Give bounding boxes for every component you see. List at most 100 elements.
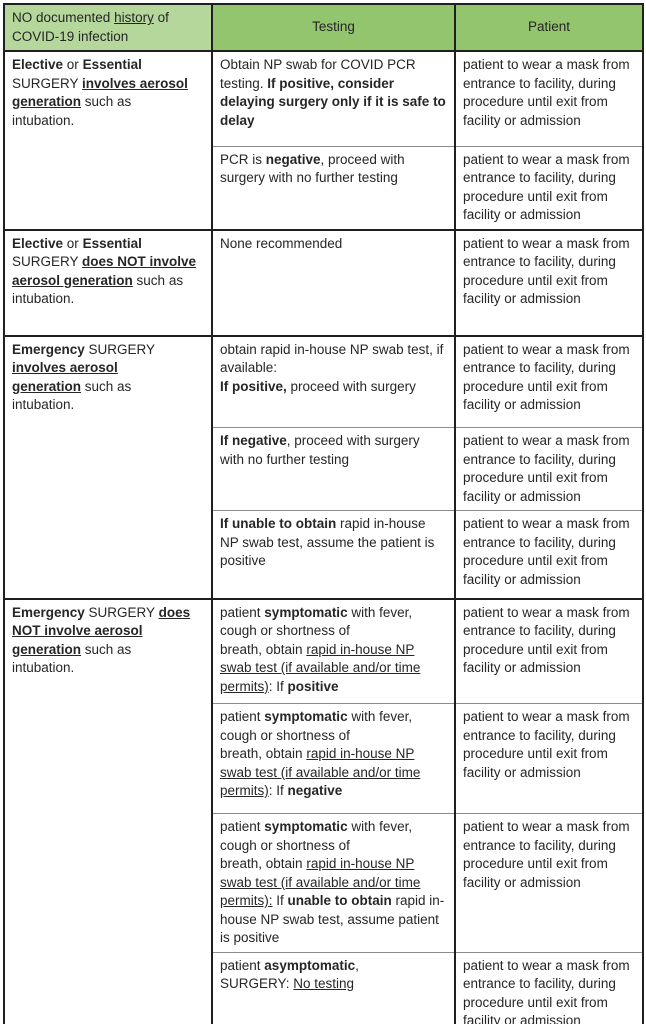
table-row: Emergency SURGERY involves aerosol generat… <box>3 334 643 599</box>
text-segment: or <box>63 57 83 72</box>
text-segment: Elective <box>12 57 64 72</box>
text-segment: SURGERY <box>84 341 156 357</box>
text-segment: PCR is <box>220 151 266 167</box>
text-segment: If positive, consider delaying surgery o… <box>220 75 446 128</box>
text-segment: rapid in-house NP swab test (if availabl… <box>220 746 421 798</box>
text-segment: obtain rapid in-house NP swab test, if a… <box>220 341 444 376</box>
text-segment: patient <box>220 957 265 973</box>
header-testing-cell: Testing <box>212 4 456 52</box>
testing-cell: patient symptomatic with fever, cough or … <box>212 597 456 704</box>
text-segment: breath, obtain <box>220 856 307 871</box>
scenario-cell: Elective or Essential SURGERY does NOT in… <box>3 228 213 336</box>
text-segment: patient <box>220 819 265 834</box>
testing-cell: patient asymptomatic, SURGERY: No testing <box>212 951 456 1024</box>
text-segment: intubation. <box>12 660 75 675</box>
text-segment: proceed with surgery <box>286 378 416 394</box>
testing-cell: Obtain NP swab for COVID PCR testing. If… <box>212 50 456 146</box>
text-segment: negative <box>287 783 343 798</box>
text-segment: , proceed with surgery with no further t… <box>220 433 420 467</box>
text-segment: positive <box>287 678 339 694</box>
table-row: PCR is negative, proceed with surgery wi… <box>4 145 643 230</box>
text-segment: breath, obtain <box>220 746 307 761</box>
patient-cell: patient to wear a mask from entrance to … <box>455 334 643 428</box>
text-segment: such as <box>81 94 132 109</box>
text-segment: with fever, <box>347 604 413 620</box>
table-row: patient symptomatic with fever, cough or … <box>4 813 643 952</box>
text-segment: Essential <box>82 235 142 251</box>
text-segment: None recommended <box>220 235 343 251</box>
text-segment: symptomatic <box>264 819 348 834</box>
text-segment: history <box>114 10 154 25</box>
text-segment: No testing <box>293 976 355 991</box>
scenario-cell: Elective or Essential SURGERY involves ae… <box>3 50 213 230</box>
text-segment: If <box>272 893 288 908</box>
table-row: If negative, proceed with surgery with n… <box>4 427 643 511</box>
text-segment: NO documented <box>12 10 115 25</box>
text-segment: asymptomatic <box>264 957 356 973</box>
text-segment: such as <box>132 272 184 288</box>
text-segment: SURGERY <box>84 604 159 620</box>
header-patient-cell: Patient <box>455 4 643 52</box>
text-segment: symptomatic <box>264 709 348 724</box>
text-segment: SURGERY: <box>220 976 294 991</box>
scenario-cell: Emergency SURGERY involves aerosol generat… <box>3 334 213 599</box>
testing-cell: obtain rapid in-house NP swab test, if a… <box>212 334 456 428</box>
text-segment: cough or shortness of <box>220 837 350 853</box>
text-segment: generation <box>12 94 82 109</box>
text-segment: : If <box>268 783 288 798</box>
patient-cell: patient to wear a mask from entrance to … <box>455 951 643 1024</box>
text-segment: Emergency <box>12 604 85 620</box>
text-segment: Emergency <box>12 341 85 357</box>
text-segment: generation <box>12 378 82 394</box>
text-segment: intubation. <box>12 112 75 128</box>
text-segment: such as <box>81 378 132 394</box>
text-segment: , <box>355 957 359 973</box>
text-segment: patient <box>220 709 265 724</box>
text-segment: SURGERY <box>12 254 83 269</box>
testing-cell: patient symptomatic with fever, cough or … <box>212 813 456 952</box>
text-segment: involves aerosol <box>82 75 188 91</box>
text-segment: patient <box>220 604 265 620</box>
text-segment: Obtain NP swab for COVID PCR testing. <box>220 57 416 91</box>
text-segment: If unable to obtain <box>220 516 337 531</box>
text-segment: rapid in-house NP swab test (if availabl… <box>220 641 421 694</box>
text-segment: : If <box>268 678 288 694</box>
table-row: Elective or Essential SURGERY does NOT in… <box>3 228 643 336</box>
text-segment: involves aerosol <box>12 360 118 375</box>
covid-surgery-testing-table: NO documented history of COVID-19 infect… <box>3 3 644 1024</box>
text-segment: generation <box>12 641 82 657</box>
table-header-row: NO documented history of COVID-19 infect… <box>3 4 643 52</box>
text-segment: NOT involve aerosol <box>12 623 143 638</box>
testing-cell: None recommended <box>212 228 456 336</box>
text-segment: such as <box>81 641 132 657</box>
text-segment: intubation. <box>12 397 75 412</box>
patient-cell: patient to wear a mask from entrance to … <box>455 50 643 146</box>
text-segment: does <box>158 604 191 620</box>
patient-cell: patient to wear a mask from entrance to … <box>455 813 643 952</box>
text-segment: If positive, <box>220 378 287 394</box>
testing-cell: patient symptomatic with fever, cough or … <box>212 703 456 814</box>
text-segment: does NOT involve <box>82 254 197 269</box>
text-segment: rapid in-house NP swab test, assume pati… <box>220 893 445 945</box>
text-segment: SURGERY <box>12 75 83 91</box>
text-segment: , proceed with surgery with no further t… <box>220 151 405 186</box>
patient-cell: patient to wear a mask from entrance to … <box>455 703 643 814</box>
testing-cell: If negative, proceed with surgery with n… <box>212 427 456 511</box>
text-segment: If negative <box>220 433 287 448</box>
text-segment: negative <box>265 151 321 167</box>
patient-cell: patient to wear a mask from entrance to … <box>455 427 643 511</box>
text-segment: Essential <box>82 57 142 72</box>
text-segment: or <box>63 235 83 251</box>
patient-cell: patient to wear a mask from entrance to … <box>455 510 643 599</box>
text-segment: rapid in-house NP swab test (if availabl… <box>220 856 421 908</box>
text-segment: Elective <box>12 235 64 251</box>
header-scenario-cell: NO documented history of COVID-19 infect… <box>3 4 213 52</box>
table-row: patient asymptomatic, SURGERY: No testing… <box>4 951 643 1024</box>
text-segment: unable to obtain <box>287 893 392 908</box>
text-segment: breath, obtain <box>220 641 307 657</box>
table-row: Emergency SURGERY does NOT involve aeroso… <box>3 597 643 1024</box>
table-row: Elective or Essential SURGERY involves ae… <box>3 50 643 230</box>
text-segment: symptomatic <box>264 604 348 620</box>
table-row: patient symptomatic with fever, cough or … <box>4 703 643 814</box>
